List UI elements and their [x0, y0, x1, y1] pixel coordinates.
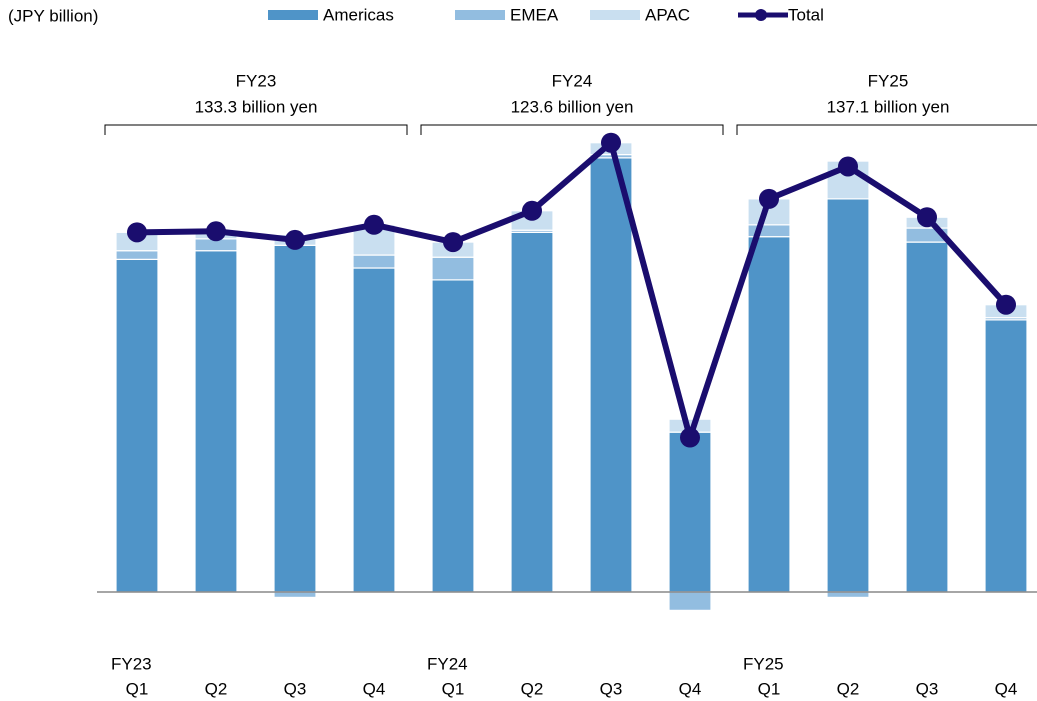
group-summary: 137.1 billion yen	[827, 97, 950, 116]
bar-segment	[747, 236, 791, 593]
legend-label: EMEA	[510, 5, 559, 24]
bar-segment	[589, 157, 633, 593]
x-tick-label: Q4	[995, 679, 1018, 698]
total-marker	[838, 156, 858, 177]
total-marker	[443, 232, 463, 253]
legend-label: Total	[788, 5, 824, 24]
legend-swatch	[590, 10, 640, 20]
group-axis-label: FY23	[111, 654, 152, 673]
x-tick-label: Q2	[521, 679, 544, 698]
group-summary: 123.6 billion yen	[511, 97, 634, 116]
x-tick-label: Q1	[442, 679, 465, 698]
group-bracket	[420, 124, 724, 135]
x-tick-label: Q3	[600, 679, 623, 698]
bar-segment	[273, 244, 317, 593]
legend-swatch	[268, 10, 318, 20]
total-marker	[127, 222, 147, 243]
bar-segment	[352, 254, 396, 269]
total-line	[136, 139, 1009, 441]
x-tick-label: Q1	[126, 679, 149, 698]
x-tick-label: Q4	[363, 679, 386, 698]
group-label: FY23	[236, 71, 277, 90]
group-axis-label: FY25	[743, 654, 784, 673]
total-marker	[601, 132, 621, 153]
x-tick-label: Q2	[205, 679, 228, 698]
x-tick-label: Q4	[679, 679, 702, 698]
group-axis-label: FY24	[427, 654, 468, 673]
legend-marker	[755, 9, 767, 21]
group-summary: 133.3 billion yen	[195, 97, 318, 116]
total-marker	[364, 214, 384, 235]
total-marker	[522, 200, 542, 221]
bar-segment	[273, 591, 317, 599]
total-marker	[759, 188, 779, 209]
group-label: FY24	[552, 71, 593, 90]
group-bracket	[736, 124, 1037, 135]
total-marker	[680, 427, 700, 448]
bar-segment	[826, 591, 870, 599]
bar-segment	[984, 319, 1028, 593]
bar-segment	[115, 258, 159, 593]
total-marker	[917, 207, 937, 228]
legend-label: APAC	[645, 5, 690, 24]
x-tick-label: Q3	[284, 679, 307, 698]
bar-segment	[668, 431, 712, 593]
x-tick-label: Q3	[916, 679, 939, 698]
bar-segment	[905, 241, 949, 593]
x-tick-label: Q2	[837, 679, 860, 698]
unit-label: (JPY billion)	[8, 6, 98, 25]
total-marker	[996, 294, 1016, 315]
legend-swatch	[455, 10, 505, 20]
total-marker	[285, 229, 305, 250]
bar-segment	[352, 267, 396, 593]
group-label: FY25	[868, 71, 909, 90]
bar-segment	[194, 250, 238, 593]
group-bracket	[104, 124, 408, 135]
x-tick-label: Q1	[758, 679, 781, 698]
bar-segment	[510, 231, 554, 593]
bar-segment	[431, 256, 475, 281]
bar-segment	[115, 250, 159, 260]
bar-segment	[668, 591, 712, 611]
legend-label: Americas	[323, 5, 394, 24]
total-marker	[206, 221, 226, 242]
bar-segment	[431, 279, 475, 593]
bar-segment	[826, 198, 870, 593]
